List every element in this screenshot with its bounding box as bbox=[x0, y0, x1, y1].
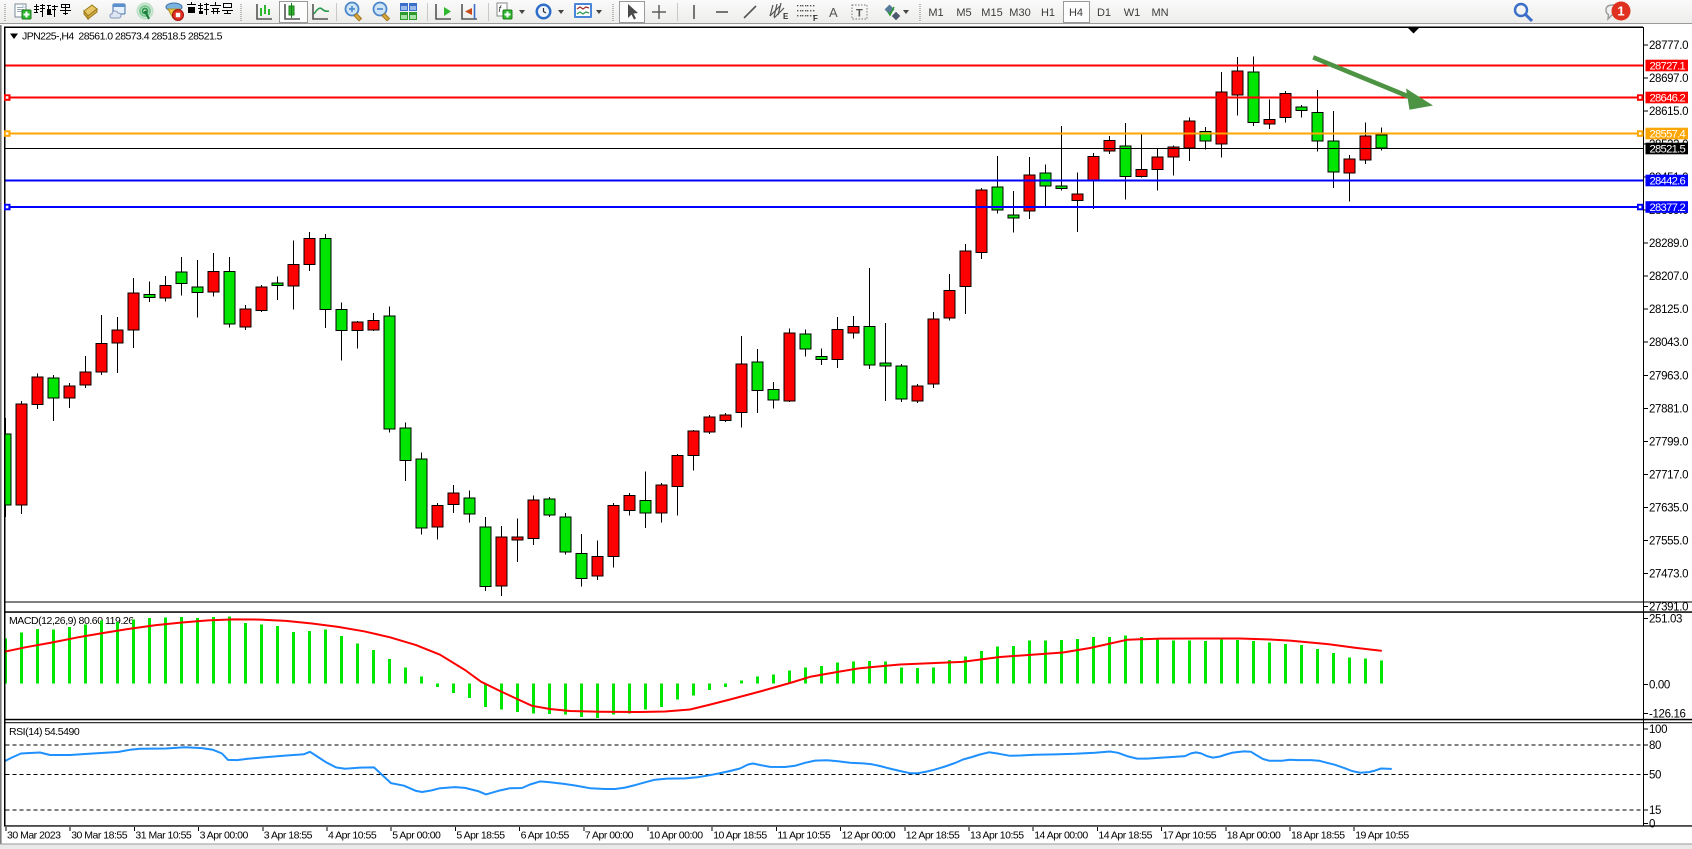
svg-text:28377.2: 28377.2 bbox=[1650, 202, 1686, 214]
svg-text:80: 80 bbox=[1649, 740, 1661, 752]
svg-text:M30: M30 bbox=[1009, 7, 1030, 19]
svg-text:28125.0: 28125.0 bbox=[1649, 304, 1688, 316]
svg-text:19 Apr 10:55: 19 Apr 10:55 bbox=[1355, 830, 1409, 842]
svg-text:5 Apr 18:55: 5 Apr 18:55 bbox=[456, 830, 505, 842]
svg-text:28289.0: 28289.0 bbox=[1649, 238, 1688, 250]
svg-text:3 Apr 00:00: 3 Apr 00:00 bbox=[200, 830, 249, 842]
svg-text:27881.0: 27881.0 bbox=[1649, 403, 1688, 415]
svg-text:4 Apr 10:55: 4 Apr 10:55 bbox=[328, 830, 377, 842]
svg-text:251.03: 251.03 bbox=[1649, 614, 1682, 626]
svg-text:100: 100 bbox=[1649, 724, 1667, 736]
svg-text:27391.0: 27391.0 bbox=[1649, 602, 1688, 614]
svg-text:0.00: 0.00 bbox=[1649, 680, 1670, 692]
svg-text:31 Mar 10:55: 31 Mar 10:55 bbox=[135, 830, 192, 842]
svg-text:18 Apr 18:55: 18 Apr 18:55 bbox=[1291, 830, 1345, 842]
svg-text:H1: H1 bbox=[1041, 7, 1055, 19]
svg-text:15: 15 bbox=[1649, 805, 1661, 817]
svg-text:14 Apr 00:00: 14 Apr 00:00 bbox=[1034, 830, 1088, 842]
svg-text:14 Apr 18:55: 14 Apr 18:55 bbox=[1098, 830, 1152, 842]
svg-text:5 Apr 00:00: 5 Apr 00:00 bbox=[392, 830, 441, 842]
svg-text:M15: M15 bbox=[981, 7, 1002, 19]
svg-text:17 Apr 10:55: 17 Apr 10:55 bbox=[1163, 830, 1217, 842]
svg-text:3 Apr 18:55: 3 Apr 18:55 bbox=[264, 830, 313, 842]
svg-text:50: 50 bbox=[1649, 770, 1661, 782]
svg-text:27799.0: 27799.0 bbox=[1649, 436, 1688, 448]
svg-text:11 Apr 10:55: 11 Apr 10:55 bbox=[777, 830, 830, 842]
svg-text:MN: MN bbox=[1151, 7, 1168, 19]
svg-text:E: E bbox=[783, 12, 789, 21]
svg-text:M1: M1 bbox=[928, 7, 943, 19]
svg-text:28557.4: 28557.4 bbox=[1650, 129, 1686, 141]
svg-text:28777.0: 28777.0 bbox=[1649, 40, 1688, 52]
svg-text:0: 0 bbox=[1649, 819, 1655, 831]
svg-text:7 Apr 00:00: 7 Apr 00:00 bbox=[585, 830, 634, 842]
svg-text:27717.0: 27717.0 bbox=[1649, 469, 1688, 481]
svg-text:10 Apr 00:00: 10 Apr 00:00 bbox=[649, 830, 703, 842]
svg-text:27635.0: 27635.0 bbox=[1649, 503, 1688, 515]
svg-text:27555.0: 27555.0 bbox=[1649, 536, 1688, 548]
svg-text:6 Apr 10:55: 6 Apr 10:55 bbox=[521, 830, 570, 842]
svg-text:12 Apr 18:55: 12 Apr 18:55 bbox=[906, 830, 960, 842]
svg-text:28727.1: 28727.1 bbox=[1650, 61, 1686, 73]
svg-text:28043.0: 28043.0 bbox=[1649, 337, 1688, 349]
svg-text:28615.0: 28615.0 bbox=[1649, 106, 1688, 118]
svg-text:H4: H4 bbox=[1069, 7, 1083, 19]
svg-text:RSI(14) 54.5490: RSI(14) 54.5490 bbox=[9, 726, 80, 738]
svg-text:13 Apr 10:55: 13 Apr 10:55 bbox=[970, 830, 1024, 842]
svg-text:30 Mar 2023: 30 Mar 2023 bbox=[7, 830, 61, 842]
svg-text:28697.0: 28697.0 bbox=[1649, 73, 1688, 85]
svg-text:10 Apr 18:55: 10 Apr 18:55 bbox=[713, 830, 767, 842]
svg-text:MACD(12,26,9) 80.60 119.26: MACD(12,26,9) 80.60 119.26 bbox=[9, 615, 134, 627]
svg-text:28442.6: 28442.6 bbox=[1650, 176, 1686, 188]
svg-text:28521.5: 28521.5 bbox=[1650, 144, 1686, 156]
svg-text:F: F bbox=[813, 14, 818, 23]
svg-text:W1: W1 bbox=[1124, 7, 1141, 19]
svg-text:D1: D1 bbox=[1097, 7, 1111, 19]
svg-text:f: f bbox=[499, 4, 503, 14]
svg-text:1: 1 bbox=[1617, 4, 1624, 19]
svg-text:T: T bbox=[856, 8, 863, 20]
svg-text:27963.0: 27963.0 bbox=[1649, 370, 1688, 382]
svg-text:12 Apr 00:00: 12 Apr 00:00 bbox=[842, 830, 896, 842]
svg-text:30 Mar 18:55: 30 Mar 18:55 bbox=[71, 830, 128, 842]
svg-text:JPN225-,H4 28561.0 28573.4 28: JPN225-,H4 28561.0 28573.4 28518.5 28521… bbox=[22, 31, 223, 43]
svg-text:28646.2: 28646.2 bbox=[1650, 93, 1686, 105]
svg-text:-126.16: -126.16 bbox=[1649, 709, 1686, 721]
svg-text:28207.0: 28207.0 bbox=[1649, 271, 1688, 283]
svg-text:M5: M5 bbox=[956, 7, 971, 19]
svg-text:27473.0: 27473.0 bbox=[1649, 569, 1688, 581]
svg-text:18 Apr 00:00: 18 Apr 00:00 bbox=[1227, 830, 1281, 842]
svg-text:A: A bbox=[829, 5, 838, 20]
